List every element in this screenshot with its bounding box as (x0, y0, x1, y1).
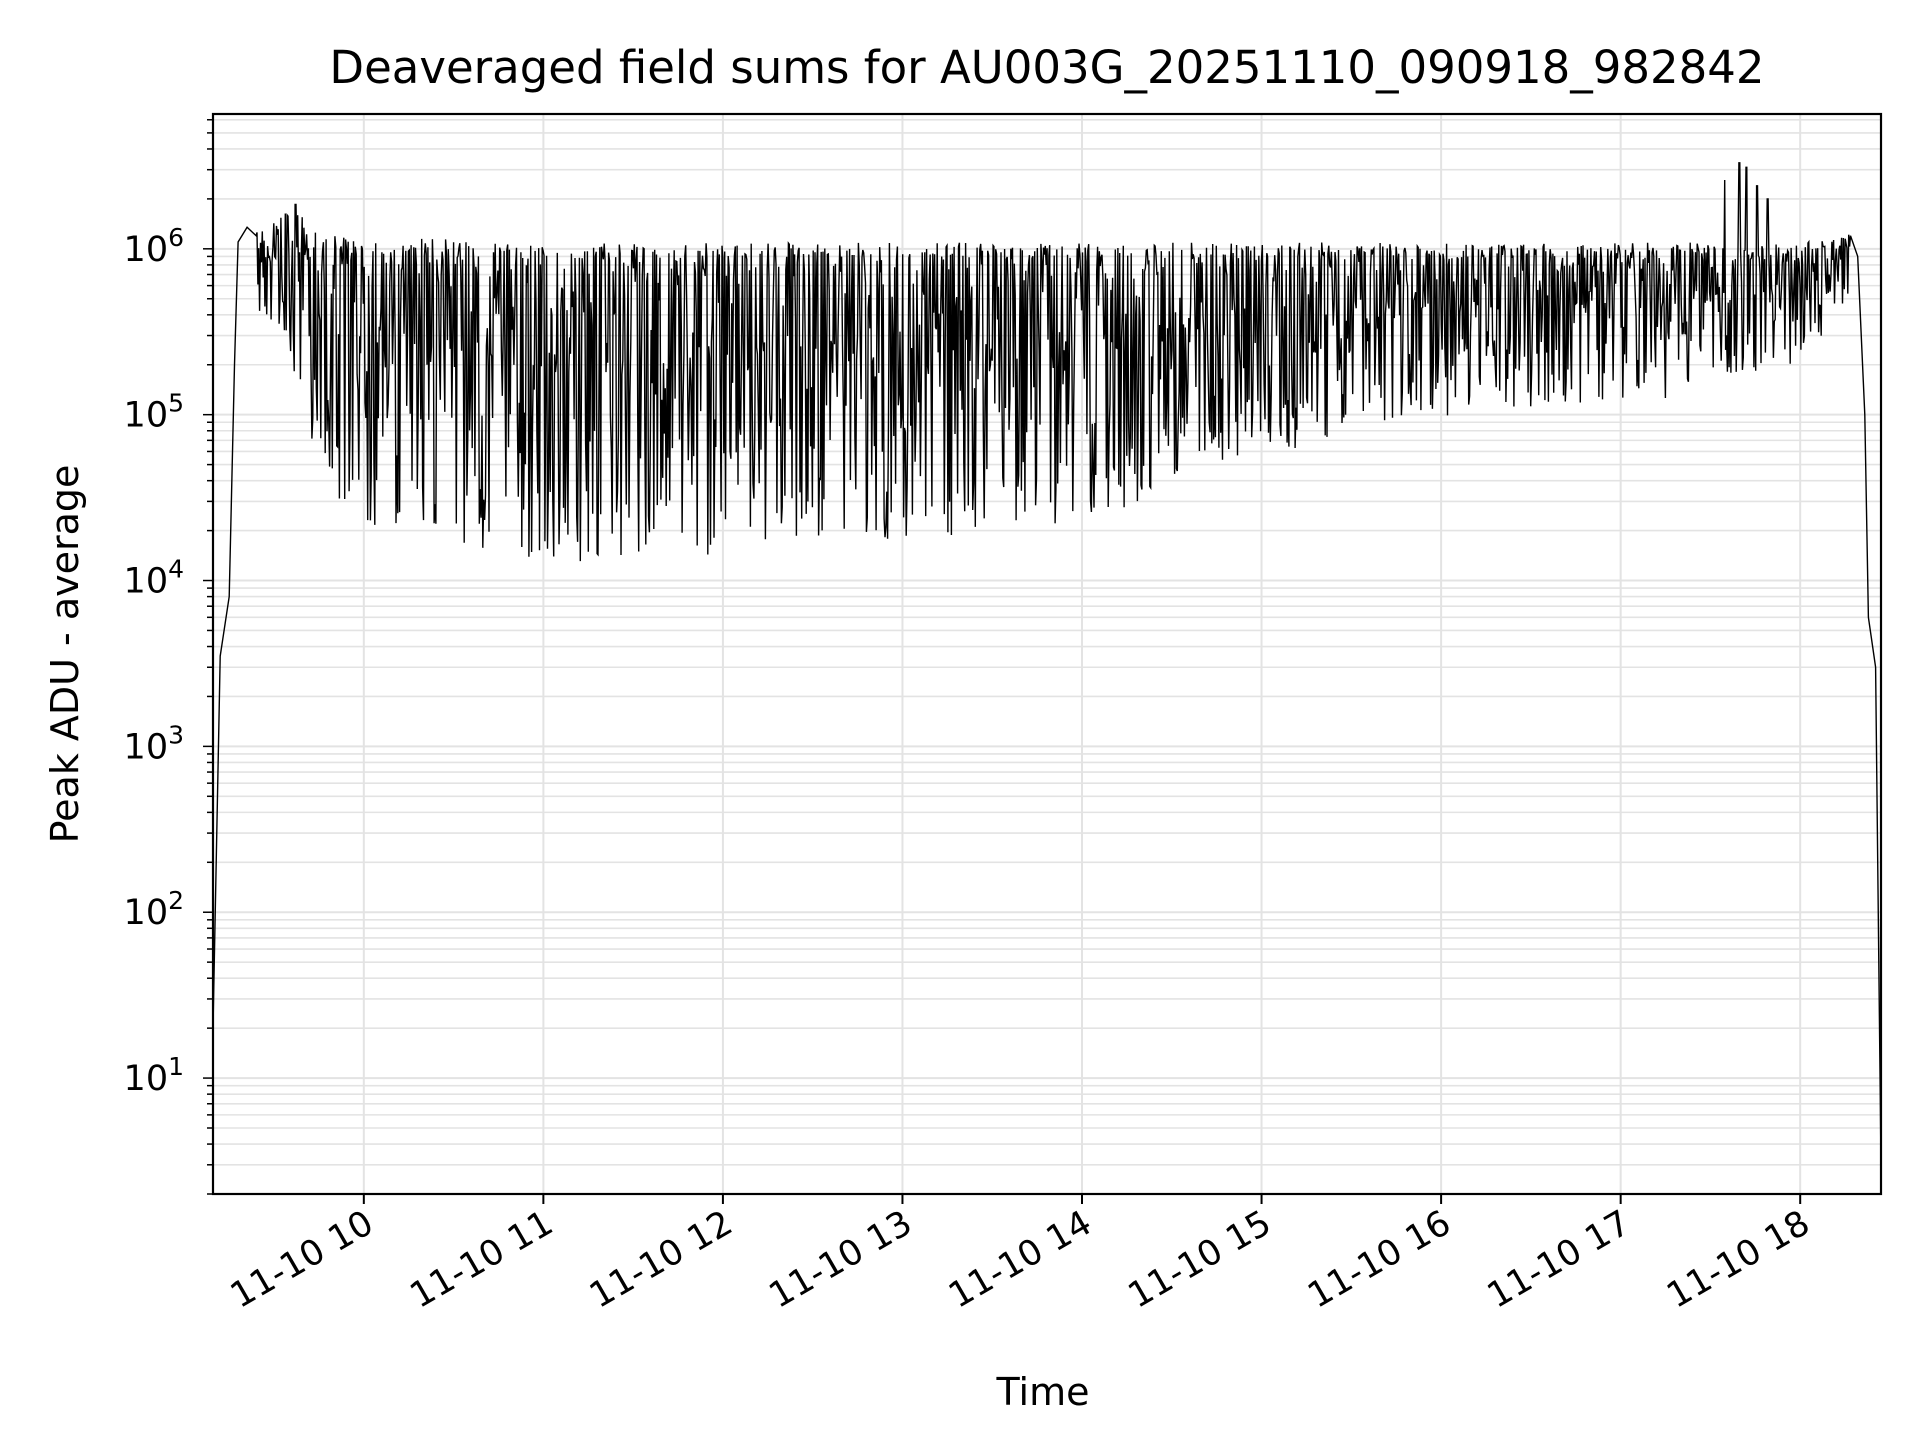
grid (213, 114, 1881, 1195)
y-tick-label: 104 (124, 555, 184, 602)
y-tick-label: 103 (124, 720, 184, 767)
data-series (212, 162, 1882, 1165)
axes-frame (211, 112, 1883, 1196)
y-tick-label: 102 (124, 886, 184, 933)
x-axis-label: Time (996, 1370, 1090, 1414)
series-line (212, 162, 1882, 1165)
y-tick-label: 101 (124, 1052, 184, 1099)
y-tick-label: 105 (124, 389, 184, 436)
y-tick-label: 106 (124, 223, 184, 270)
chart-title: Deaveraged field sums for AU003G_2025111… (329, 41, 1764, 94)
y-axis-label: Peak ADU - average (43, 465, 87, 844)
